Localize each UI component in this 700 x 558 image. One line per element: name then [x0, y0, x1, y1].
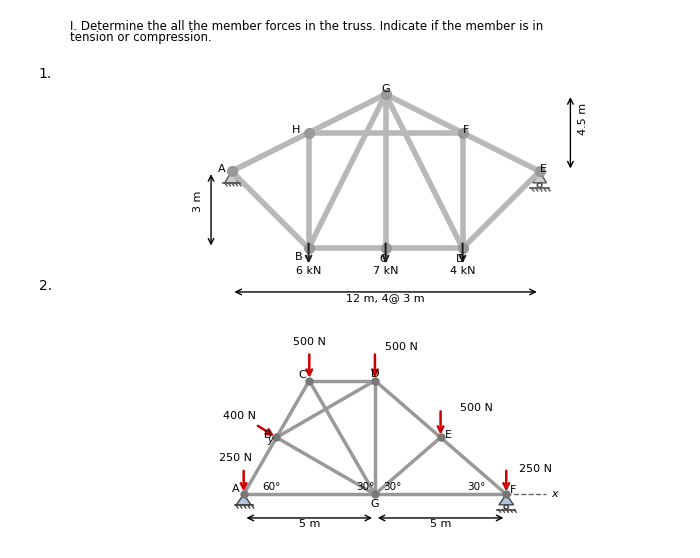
Text: C: C: [379, 253, 387, 263]
Text: 500 N: 500 N: [385, 343, 418, 353]
Text: 30°: 30°: [383, 482, 401, 492]
Text: 4.5 m: 4.5 m: [578, 103, 588, 135]
Text: 5 m: 5 m: [430, 519, 452, 529]
Polygon shape: [225, 171, 239, 183]
Text: 3 m: 3 m: [193, 190, 203, 212]
Text: 30°: 30°: [467, 482, 485, 492]
Text: 250 N: 250 N: [519, 464, 552, 474]
Polygon shape: [237, 494, 251, 505]
Text: A: A: [218, 163, 225, 174]
Text: 500 N: 500 N: [293, 337, 326, 347]
Text: 250 N: 250 N: [219, 454, 252, 464]
Text: A: A: [232, 484, 239, 494]
Text: F: F: [463, 125, 470, 135]
Text: 2.: 2.: [38, 279, 52, 293]
Text: 6 kN: 6 kN: [296, 266, 321, 276]
Text: tension or compression.: tension or compression.: [70, 31, 211, 44]
Text: E: E: [445, 430, 452, 440]
Text: D: D: [456, 253, 464, 263]
Polygon shape: [499, 494, 514, 505]
Text: B: B: [263, 430, 271, 440]
Text: G: G: [370, 498, 379, 508]
Text: y: y: [267, 435, 273, 445]
Text: 7 kN: 7 kN: [373, 266, 398, 276]
Text: 12 m, 4@ 3 m: 12 m, 4@ 3 m: [346, 293, 425, 303]
Text: 500 N: 500 N: [460, 403, 493, 413]
Text: D: D: [371, 369, 379, 379]
Text: I. Determine the all the member forces in the truss. Indicate if the member is i: I. Determine the all the member forces i…: [70, 20, 543, 32]
Text: x: x: [551, 489, 557, 499]
Polygon shape: [533, 171, 547, 183]
Text: 400 N: 400 N: [223, 411, 256, 421]
Text: G: G: [382, 84, 390, 94]
Text: 4 kN: 4 kN: [450, 266, 475, 276]
Text: E: E: [540, 163, 547, 174]
Text: 60°: 60°: [262, 482, 281, 492]
Text: 1.: 1.: [38, 67, 52, 81]
Text: 30°: 30°: [356, 482, 375, 492]
Text: 5 m: 5 m: [299, 519, 320, 529]
Text: F: F: [510, 485, 516, 496]
Text: H: H: [292, 125, 300, 135]
Text: C: C: [299, 371, 307, 381]
Text: B: B: [295, 252, 302, 262]
